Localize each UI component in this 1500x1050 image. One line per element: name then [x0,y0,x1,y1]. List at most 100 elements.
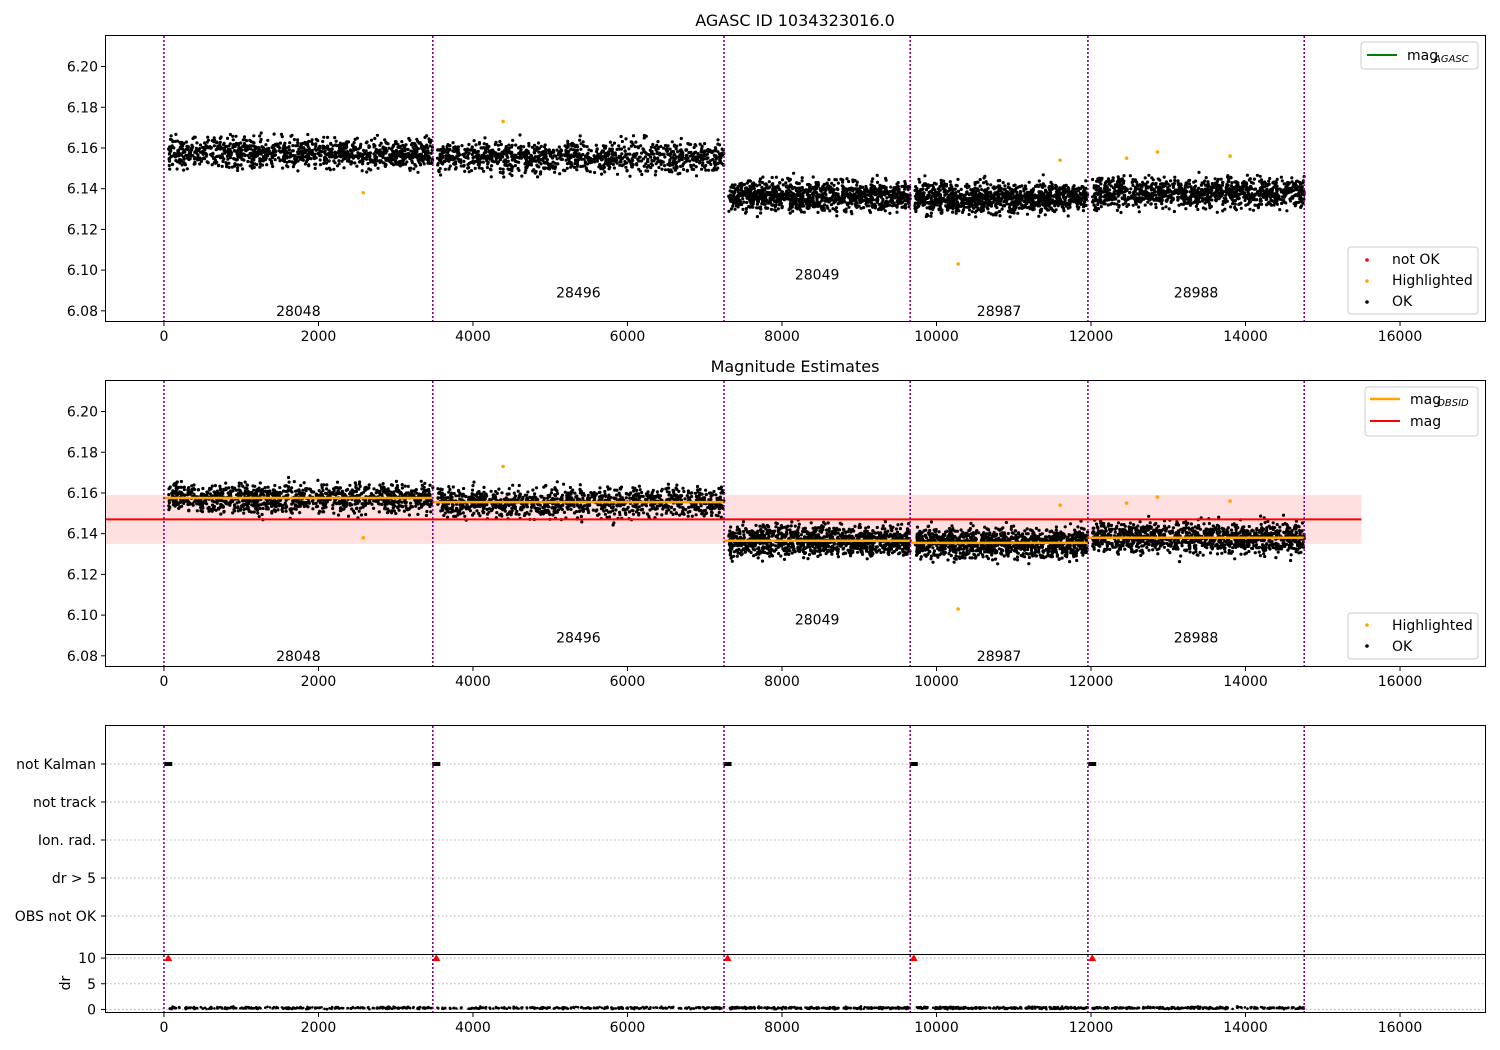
ok-point [1075,193,1079,197]
ok-point [251,148,255,152]
ok-point [252,134,256,138]
ok-point [767,180,771,184]
ok-point [311,142,315,146]
ok-point [970,210,974,214]
ok-point [287,148,292,152]
ok-point [529,161,533,165]
ok-point [998,178,1002,183]
ok-point [982,181,986,185]
ok-point [718,159,722,163]
ok-point [827,197,831,201]
ok-point [537,154,541,158]
ok-point [675,155,679,159]
ok-point [1196,207,1200,212]
ok-point [398,145,402,149]
ok-point [826,206,830,210]
ok-point [714,154,718,158]
ok-point [291,144,295,148]
ok-point [951,194,955,198]
ok-point [540,152,544,156]
ok-point [1008,215,1012,219]
ok-point [989,212,993,216]
ok-point [631,134,636,138]
ok-point [942,184,946,188]
ok-point [670,140,674,144]
ok-point [583,164,587,168]
ok-point [636,157,640,161]
ok-point [619,147,624,151]
ok-point [391,162,395,166]
ok-point [569,161,573,165]
ok-point [222,157,226,161]
ok-point [992,200,996,204]
ok-point [463,148,467,152]
ok-point [1258,174,1262,178]
ok-point [544,161,548,165]
ok-point [868,209,872,213]
ok-point [646,157,650,161]
ok-point [881,199,885,203]
ok-point [1024,199,1028,203]
ok-point [239,153,243,157]
ok-point [559,157,563,161]
ok-point [854,201,858,205]
ok-point [289,154,293,158]
ok-point [865,189,870,193]
ok-point [463,169,467,173]
ok-point [638,155,642,159]
ok-point [959,197,963,201]
ok-point [474,143,478,147]
ok-point [206,161,210,165]
ok-point [841,185,846,189]
ok-point [310,139,314,144]
ok-point [692,145,696,150]
ok-point [305,159,309,164]
ok-point [629,163,634,167]
ok-point [1243,198,1247,203]
ok-point [513,164,518,168]
ok-point [1027,200,1031,204]
ok-point [542,155,546,159]
ok-point [271,164,275,169]
ok-point [689,163,693,167]
ok-point [424,152,428,156]
ok-point [863,195,867,199]
ok-point [299,149,303,153]
ok-point [523,162,527,166]
ok-point [1204,176,1208,180]
ok-point [886,191,890,195]
ok-point [703,142,707,146]
ok-point [972,187,976,191]
ok-point [631,153,635,157]
ok-point [228,147,232,152]
ok-point [246,153,250,158]
ok-point [1002,203,1007,208]
ok-point [244,149,248,153]
ok-point [653,157,658,161]
ok-point [451,141,455,145]
ok-point [573,162,577,166]
ok-point [677,158,681,162]
ok-point [168,150,172,154]
ok-point [242,135,247,139]
ok-point [342,166,346,170]
ok-point [418,152,422,157]
ok-point [218,142,222,146]
ok-point [1045,203,1049,207]
ok-point [623,149,627,153]
ok-point [445,150,450,155]
ok-point [894,192,899,196]
ok-point [701,161,705,165]
ok-point [355,136,359,140]
ok-point [418,163,423,167]
ok-point [744,207,749,211]
ok-point [307,164,311,168]
ok-point [691,155,695,159]
ok-point [369,138,374,142]
ok-point [665,149,670,153]
ok-point [1062,195,1066,200]
ok-point [953,187,957,191]
ok-point [381,161,385,165]
ok-point [496,160,500,164]
ok-point [213,158,218,162]
